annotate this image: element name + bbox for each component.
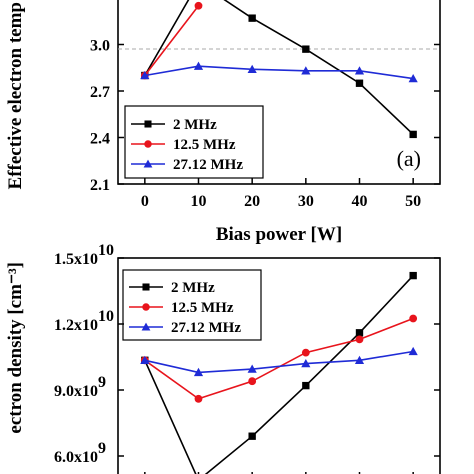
data-point bbox=[247, 64, 257, 73]
data-point bbox=[140, 355, 150, 364]
y-tick-label: 2.7 bbox=[90, 84, 110, 101]
data-point bbox=[355, 79, 364, 87]
x-tick-label: 0 bbox=[141, 193, 149, 210]
legend-label: 2 MHz bbox=[173, 117, 217, 133]
legend-label: 27.12 MHz bbox=[171, 320, 241, 336]
series-line bbox=[144, 350, 414, 374]
panel-label-a: (a) bbox=[397, 146, 421, 171]
series-line bbox=[144, 65, 414, 80]
legend-label: 27.12 MHz bbox=[173, 157, 243, 173]
legend-label: 12.5 MHz bbox=[173, 137, 236, 153]
legend-label: 2 MHz bbox=[171, 280, 215, 296]
data-point bbox=[301, 66, 311, 75]
y-tick-label: 2.1 bbox=[90, 177, 110, 194]
data-point bbox=[408, 346, 418, 356]
x-tick-label: 10 bbox=[191, 193, 207, 210]
chart-a: 2.1 2.4 2.7 3.0 0 10 20 30 40 50 2 MHz 12.5 MHz 27… bbox=[5, 0, 441, 245]
legend-marker bbox=[144, 140, 152, 148]
data-point bbox=[248, 377, 257, 386]
y-tick-exponent: 9 bbox=[98, 374, 106, 391]
data-point bbox=[248, 14, 256, 22]
legend-marker bbox=[143, 159, 153, 168]
series-line bbox=[144, 5, 200, 76]
y-tick-label: 2.4 bbox=[90, 131, 110, 148]
x-axis-label-a: Bias power [W] bbox=[216, 224, 342, 245]
y-tick-label: 3.0 bbox=[90, 38, 110, 55]
data-point bbox=[409, 271, 417, 280]
data-point bbox=[408, 74, 418, 83]
y-axis-label-b: ectron density [cm⁻³] bbox=[5, 262, 26, 434]
data-point bbox=[301, 359, 311, 368]
data-point bbox=[194, 394, 203, 403]
legend-marker bbox=[141, 322, 151, 331]
data-point bbox=[193, 367, 204, 377]
legend-marker bbox=[142, 303, 150, 311]
data-point bbox=[301, 348, 310, 357]
data-point bbox=[193, 61, 204, 70]
legend-marker bbox=[142, 283, 150, 291]
x-tick-label: 40 bbox=[352, 193, 368, 210]
data-point bbox=[354, 355, 365, 364]
y-tick-label: 9.0x10 bbox=[54, 383, 98, 400]
data-point bbox=[354, 66, 365, 75]
data-point bbox=[302, 381, 310, 390]
x-tick-label: 30 bbox=[298, 193, 314, 210]
y-tick-label: 1.5x10 bbox=[54, 251, 98, 268]
y-tick-exponent: 9 bbox=[98, 440, 106, 457]
plot-frame-b bbox=[117, 257, 441, 474]
data-point bbox=[302, 45, 310, 53]
data-point bbox=[409, 130, 417, 139]
series-line bbox=[144, 275, 414, 474]
series-line bbox=[144, 0, 414, 135]
data-point bbox=[194, 1, 203, 10]
x-tick-label: 50 bbox=[405, 193, 421, 210]
legend-label: 12.5 MHz bbox=[171, 300, 234, 316]
data-point bbox=[248, 432, 256, 440]
x-tick-label: 20 bbox=[244, 193, 260, 210]
data-point bbox=[409, 314, 418, 323]
data-point bbox=[355, 335, 364, 344]
y-tick-exponent: 10 bbox=[98, 242, 114, 259]
y-tick-exponent: 10 bbox=[98, 308, 114, 325]
legend-marker bbox=[144, 120, 152, 128]
data-point bbox=[140, 70, 150, 80]
y-tick-label: 6.0x10 bbox=[54, 449, 98, 466]
y-tick-label: 1.2x10 bbox=[54, 317, 98, 334]
data-point bbox=[355, 329, 364, 337]
y-axis-label-a: Effective electron temp bbox=[5, 2, 26, 189]
data-point bbox=[247, 364, 257, 373]
